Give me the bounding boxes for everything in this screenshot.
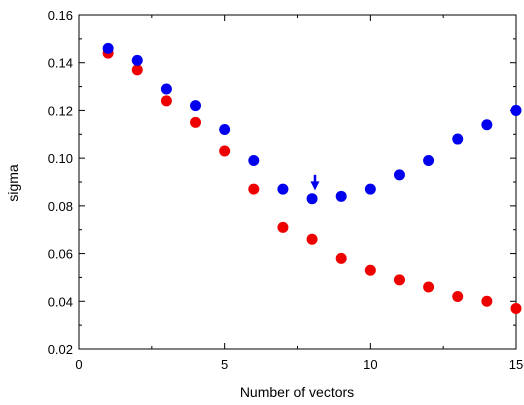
- data-point: [365, 184, 376, 195]
- annotations: [310, 175, 319, 191]
- x-tick-label: 10: [363, 357, 377, 372]
- data-point: [190, 100, 201, 111]
- data-point: [161, 95, 172, 106]
- data-point: [190, 117, 201, 128]
- y-tick-label: 0.08: [48, 199, 73, 214]
- y-axis-label: sigma: [5, 164, 21, 202]
- y-tick-label: 0.02: [48, 342, 73, 357]
- data-point: [511, 105, 522, 116]
- data-point: [394, 274, 405, 285]
- data-point: [103, 43, 114, 54]
- data-point: [394, 169, 405, 180]
- data-point: [452, 134, 463, 145]
- axis-ticks: [79, 15, 516, 349]
- data-point: [336, 191, 347, 202]
- data-point: [132, 55, 143, 66]
- data-point: [481, 296, 492, 307]
- data-point: [219, 145, 230, 156]
- x-axis-label: Number of vectors: [240, 384, 354, 400]
- data-point: [511, 303, 522, 314]
- plot-frame: [79, 15, 516, 349]
- y-tick-label: 0.10: [48, 151, 73, 166]
- data-point: [161, 83, 172, 94]
- x-tick-label: 5: [221, 357, 228, 372]
- y-tick-label: 0.06: [48, 247, 73, 262]
- y-tick-label: 0.04: [48, 294, 73, 309]
- data-point: [277, 222, 288, 233]
- data-point: [365, 265, 376, 276]
- y-tick-label: 0.16: [48, 8, 73, 23]
- data-point: [452, 291, 463, 302]
- data-point: [219, 124, 230, 135]
- x-tick-label: 15: [509, 357, 523, 372]
- data-point: [336, 253, 347, 264]
- data-point: [481, 119, 492, 130]
- data-point: [307, 193, 318, 204]
- y-tick-label: 0.12: [48, 103, 73, 118]
- data-point: [277, 184, 288, 195]
- arrow-head: [310, 181, 319, 190]
- data-point: [423, 281, 434, 292]
- data-points: [103, 43, 522, 314]
- data-point: [307, 234, 318, 245]
- data-point: [248, 155, 259, 166]
- x-tick-label: 0: [75, 357, 82, 372]
- y-tick-label: 0.14: [48, 56, 73, 71]
- data-point: [132, 64, 143, 75]
- data-point: [248, 184, 259, 195]
- data-point: [423, 155, 434, 166]
